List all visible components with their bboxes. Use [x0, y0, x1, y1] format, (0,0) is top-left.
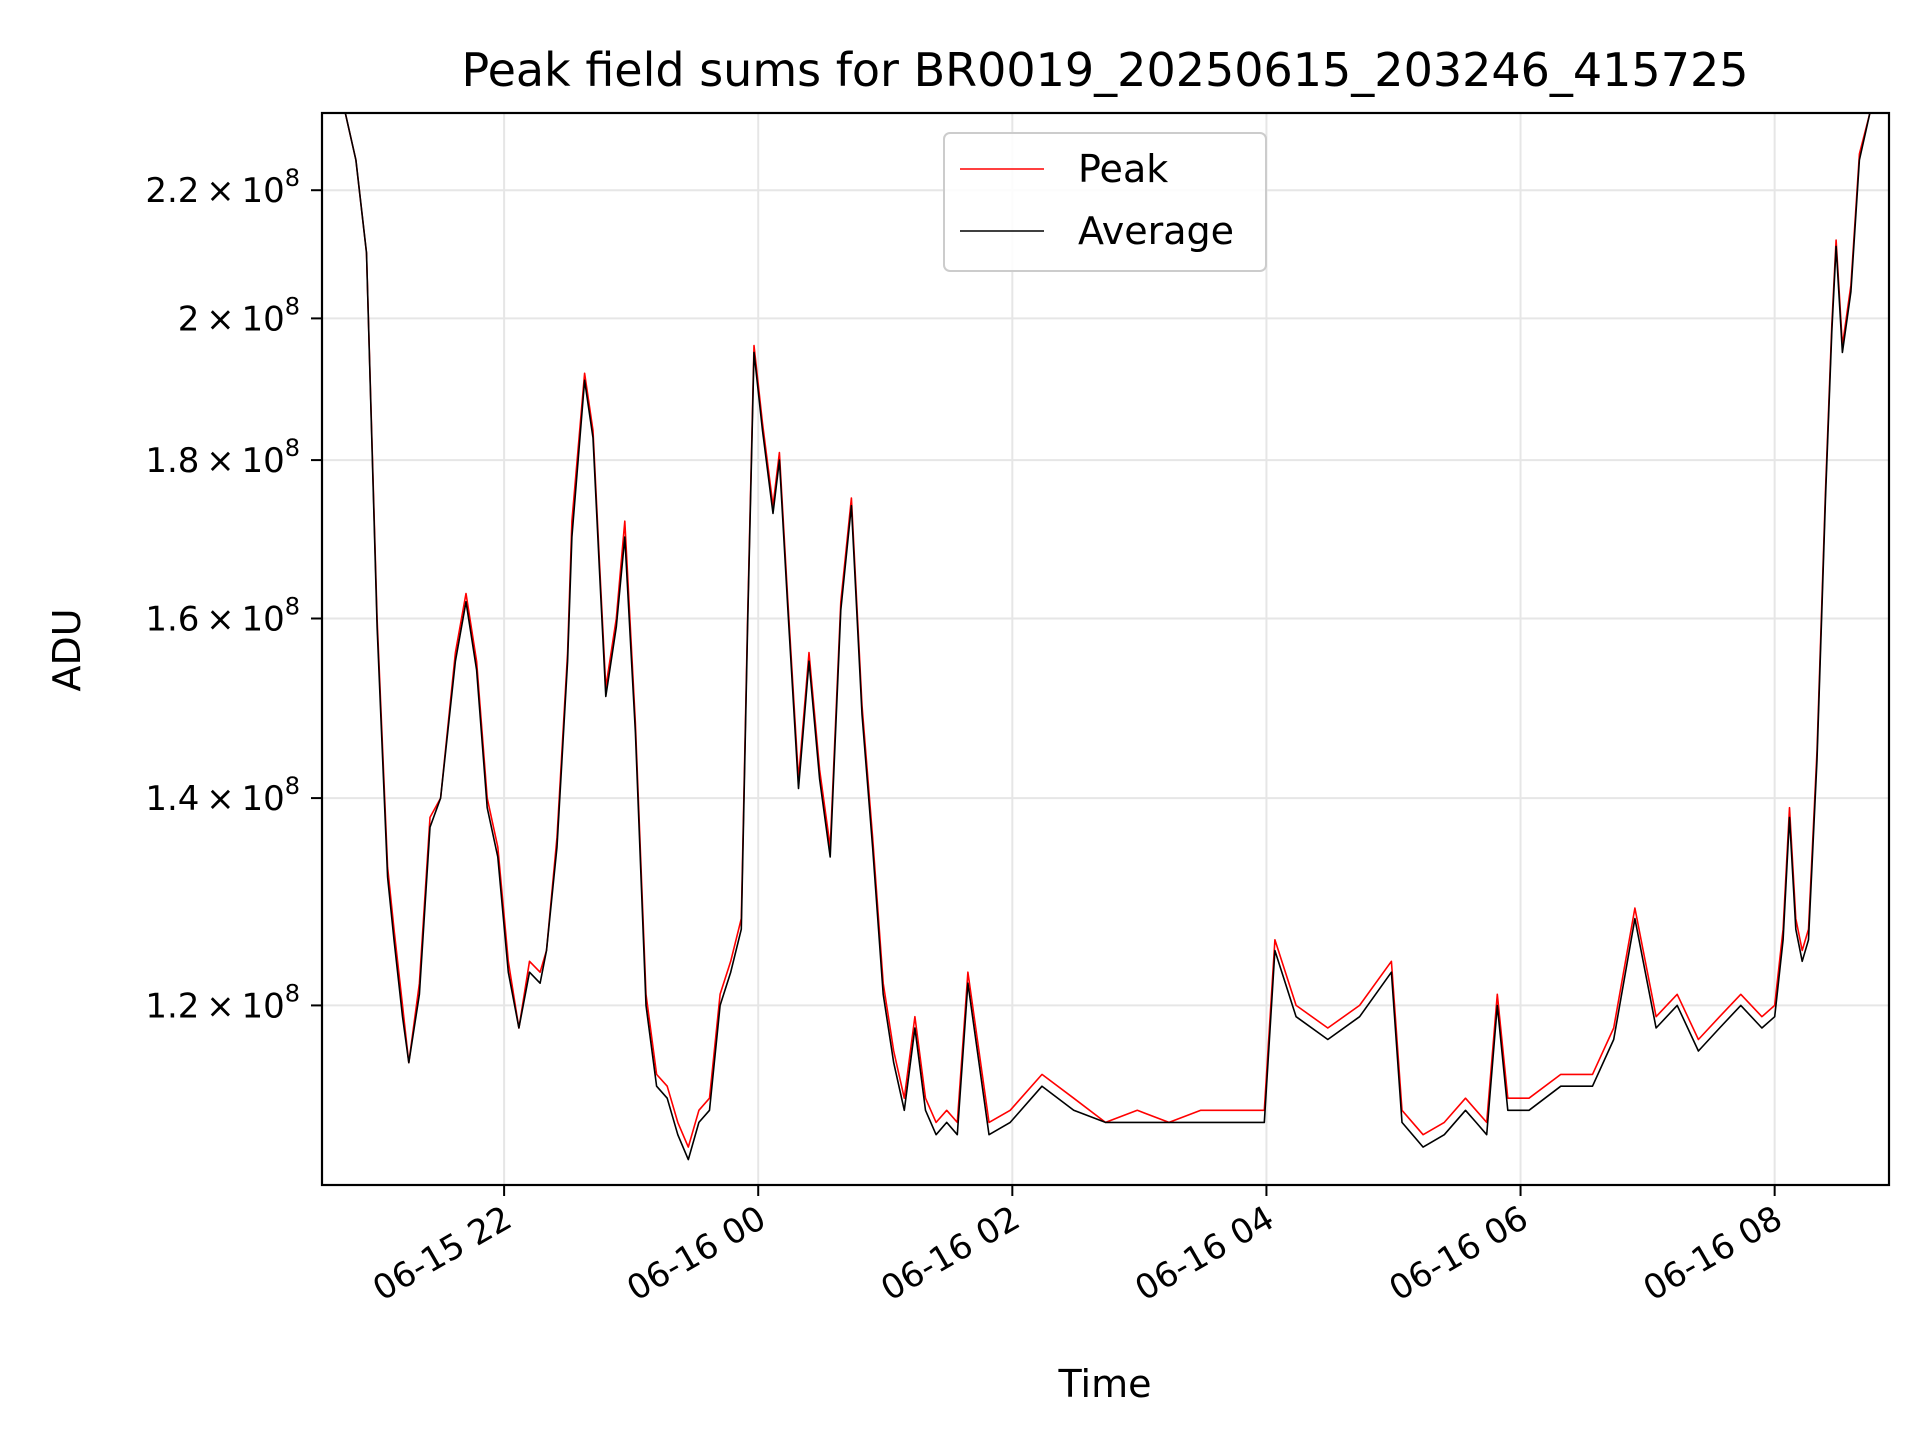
plot-frame [320, 111, 1891, 1187]
y-axis: 1.2 × 108 1.4 × 108 1.6 × 108 1.8 × 108 2 × … [145, 164, 322, 1026]
y-tick-label: 2.2 × 108 [145, 164, 300, 211]
x-axis-label: Time [1058, 1362, 1152, 1406]
y-tick-label: 1.8 × 108 [145, 434, 300, 481]
y-tick-label: 2 × 108 [178, 292, 300, 339]
plot-area [322, 113, 1889, 1161]
chart-title: Peak field sums for BR0019_20250615_2032… [461, 43, 1748, 97]
legend: Peak Average [943, 132, 1267, 272]
y-tick-label: 1.2 × 108 [145, 979, 300, 1026]
legend-label-peak: Peak [1078, 147, 1168, 191]
grid-lines [322, 113, 1889, 1185]
series-line-average [322, 113, 1889, 1161]
y-axis-label: ADU [45, 608, 89, 691]
y-tick-label: 1.4 × 108 [145, 772, 300, 819]
legend-box [943, 132, 1267, 272]
series-line-peak [322, 113, 1889, 1148]
y-tick-label: 1.6 × 108 [145, 593, 300, 640]
legend-label-average: Average [1078, 209, 1234, 253]
